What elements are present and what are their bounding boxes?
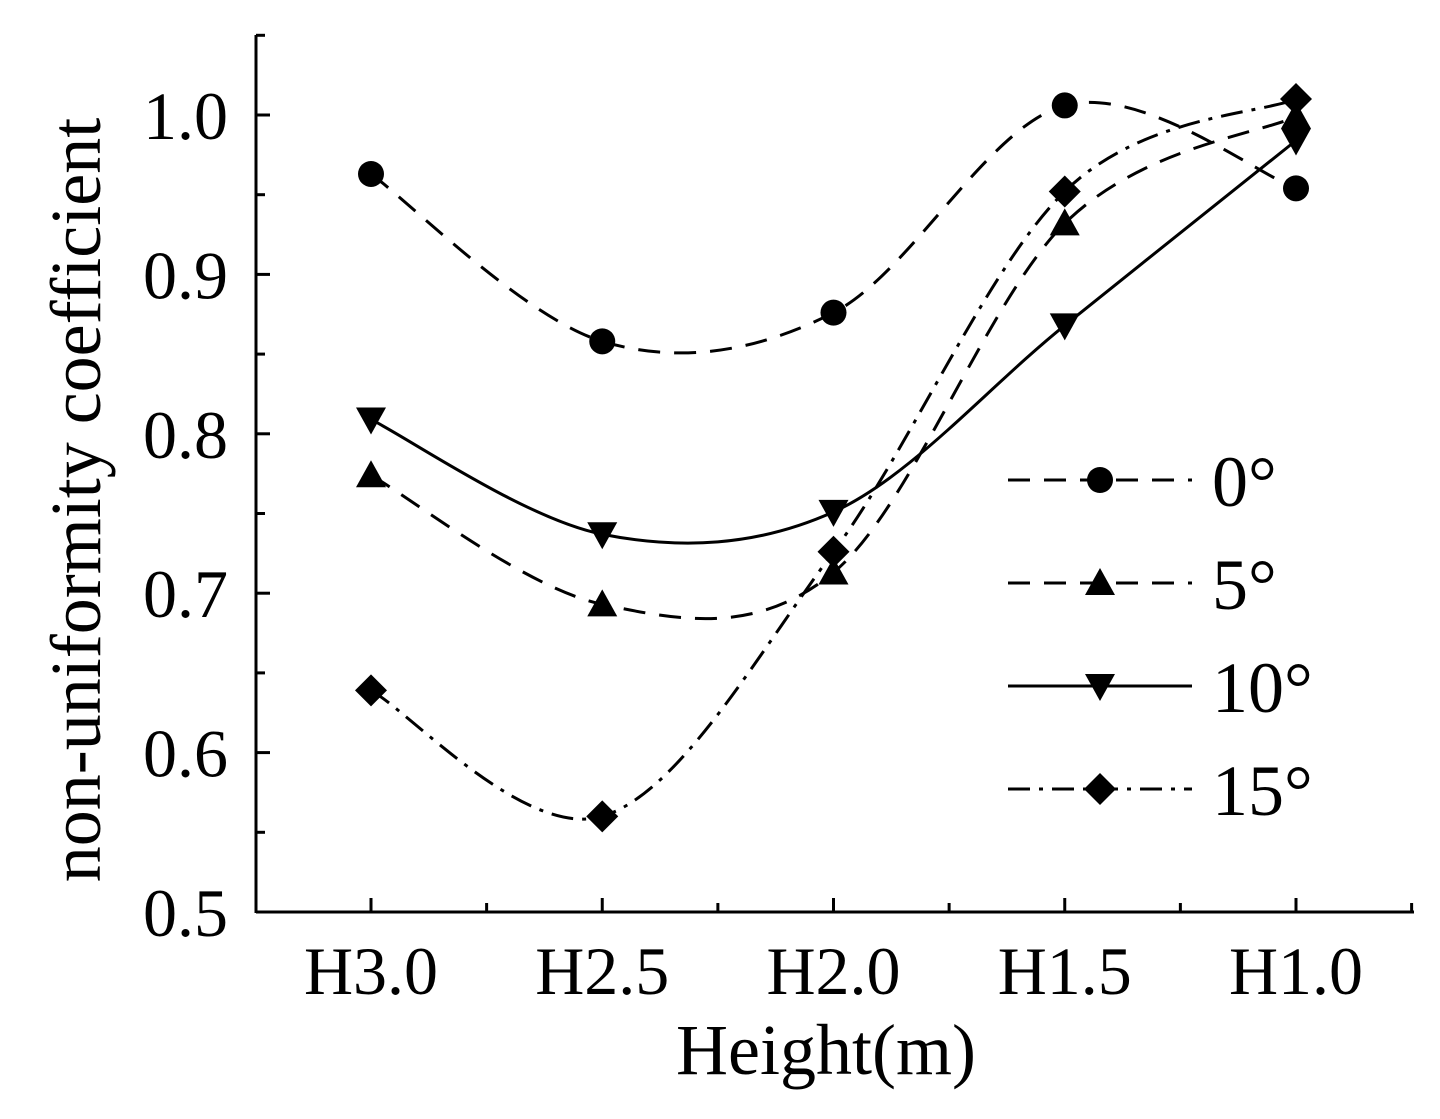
- x-tick-label: H2.0: [766, 933, 900, 1009]
- y-tick-label: 1.0: [143, 78, 228, 154]
- data-point-2: [818, 499, 849, 527]
- data-point-3: [817, 535, 850, 568]
- x-tick-label: H3.0: [304, 933, 438, 1009]
- legend-label-2: 10°: [1212, 648, 1313, 728]
- legend-label-0: 0°: [1212, 442, 1277, 522]
- data-point-2: [1049, 313, 1080, 341]
- series-line-3: [370, 97, 1297, 821]
- legend-marker-1: [1085, 568, 1115, 595]
- legend-marker-0: [1087, 467, 1113, 493]
- data-point-1: [1049, 208, 1080, 236]
- y-tick-label: 0.8: [143, 397, 228, 473]
- x-tick-label: H1.0: [1229, 933, 1363, 1009]
- data-point-0: [1051, 92, 1078, 119]
- data-point-2: [1281, 128, 1311, 156]
- legend-label-3: 15°: [1212, 751, 1313, 831]
- x-axis-label: Height(m): [676, 1010, 976, 1090]
- data-point-2: [587, 522, 618, 550]
- y-tick-label: 0.7: [143, 556, 228, 632]
- x-ticks: H3.0 H2.5 H2.0 H1.5 H1.0: [304, 898, 1414, 1009]
- x-tick-label: H2.5: [535, 933, 669, 1009]
- series-line-0: [370, 100, 1297, 355]
- data-point-0: [1283, 175, 1309, 202]
- data-point-3: [1280, 83, 1312, 116]
- data-point-3: [355, 674, 387, 707]
- y-tick-label: 0.6: [143, 716, 228, 792]
- legend-marker-3: [1084, 773, 1116, 805]
- series-line-2: [370, 139, 1297, 545]
- data-point-0: [820, 299, 847, 326]
- legend: 0° 5° 10° 15°: [1008, 442, 1313, 831]
- y-axis-label: non-uniformity coefficient: [36, 118, 116, 882]
- series-line-1: [370, 115, 1297, 621]
- x-tick-label: H1.5: [998, 933, 1132, 1009]
- y-tick-label: 0.5: [143, 875, 228, 951]
- data-point-2: [356, 407, 386, 435]
- y-ticks: 0.5 0.6 0.7 0.8 0.9 1.0: [143, 33, 270, 951]
- data-point-0: [358, 160, 384, 187]
- data-point-0: [589, 328, 616, 355]
- data-point-1: [356, 460, 386, 488]
- data-point-1: [818, 557, 849, 585]
- data-point-3: [1048, 175, 1081, 208]
- data-point-1: [587, 589, 618, 617]
- data-point-1: [1281, 101, 1311, 129]
- series-markers: [355, 83, 1312, 833]
- y-tick-label: 0.9: [143, 237, 228, 313]
- legend-marker-2: [1085, 674, 1115, 701]
- series-lines: [370, 97, 1297, 821]
- data-point-3: [586, 800, 619, 833]
- legend-label-1: 5°: [1212, 545, 1277, 625]
